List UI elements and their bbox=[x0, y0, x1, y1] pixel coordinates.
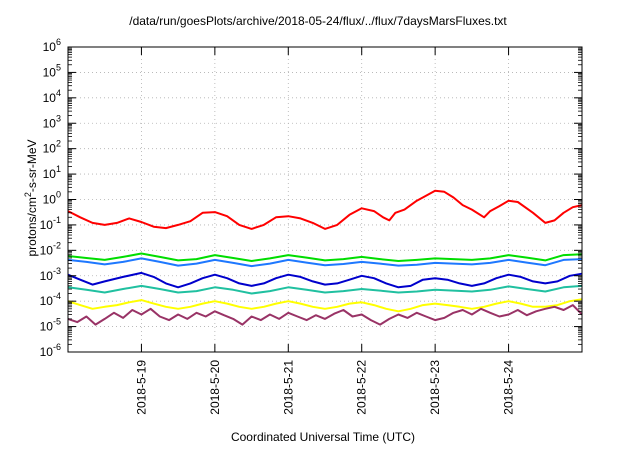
y-tick-label-exponent: 6 bbox=[56, 37, 61, 47]
plot-frame bbox=[67, 46, 583, 353]
y-tick-label-exponent: 3 bbox=[56, 113, 61, 123]
x-tick-label: 2018-5-21 bbox=[281, 360, 295, 415]
y-tick-label: 10-6 bbox=[40, 342, 61, 359]
y-tick-label-base: 10 bbox=[40, 345, 54, 359]
series-line-4 bbox=[67, 271, 583, 289]
series-line-5 bbox=[67, 284, 583, 295]
y-tick-label-base: 10 bbox=[43, 167, 57, 181]
series-line-6 bbox=[67, 298, 583, 313]
y-tick-label-base: 10 bbox=[40, 218, 54, 232]
y-tick-label: 103 bbox=[43, 113, 61, 130]
x-axis-title: Coordinated Universal Time (UTC) bbox=[231, 430, 415, 444]
y-tick-label: 102 bbox=[43, 139, 61, 156]
y-tick-label: 10-3 bbox=[40, 266, 61, 283]
y-tick-label-exponent: 0 bbox=[56, 190, 61, 200]
y-tick-label-exponent: -2 bbox=[53, 240, 61, 250]
series-line-3 bbox=[67, 257, 583, 268]
chart-title: /data/run/goesPlots/archive/2018-05-24/f… bbox=[129, 14, 507, 28]
y-tick-label: 101 bbox=[43, 164, 61, 181]
x-tick-label: 2018-5-22 bbox=[355, 360, 369, 415]
y-tick-label-base: 10 bbox=[40, 269, 54, 283]
y-tick-label-exponent: -3 bbox=[53, 266, 61, 276]
series-line-7 bbox=[67, 304, 583, 326]
series-line-1 bbox=[67, 189, 583, 230]
y-tick-label: 10-5 bbox=[40, 317, 61, 334]
y-tick-label-base: 10 bbox=[43, 142, 57, 156]
y-tick-label-base: 10 bbox=[43, 91, 57, 105]
y-tick-label-exponent: 2 bbox=[56, 139, 61, 149]
x-tick-label: 2018-5-20 bbox=[208, 360, 222, 415]
y-axis-title-superscript: 2 bbox=[23, 192, 33, 197]
y-axis-title-suffix: -s-sr-MeV bbox=[25, 139, 39, 192]
y-tick-label-base: 10 bbox=[43, 65, 57, 79]
grid-lines bbox=[68, 47, 582, 352]
series-line-2 bbox=[67, 252, 583, 262]
x-tick-label: 2018-5-19 bbox=[134, 360, 148, 415]
y-tick-label-base: 10 bbox=[43, 40, 57, 54]
y-tick-label-base: 10 bbox=[40, 320, 54, 334]
y-tick-label: 10-2 bbox=[40, 240, 61, 257]
y-tick-label: 100 bbox=[43, 190, 61, 207]
y-tick-label: 10-1 bbox=[40, 215, 61, 232]
y-tick-label-base: 10 bbox=[43, 116, 57, 130]
y-tick-label-exponent: -4 bbox=[53, 291, 61, 301]
y-tick-label-exponent: -5 bbox=[53, 317, 61, 327]
y-axis-title-prefix: protons/cm bbox=[25, 197, 39, 256]
y-tick-label-exponent: 4 bbox=[56, 88, 61, 98]
y-tick-label: 105 bbox=[43, 62, 61, 79]
y-tick-label-exponent: -6 bbox=[53, 342, 61, 352]
y-tick-label: 10-4 bbox=[40, 291, 61, 308]
data-series bbox=[67, 189, 583, 326]
y-tick-label-base: 10 bbox=[43, 193, 57, 207]
y-tick-label-base: 10 bbox=[40, 243, 54, 257]
y-tick-label: 106 bbox=[43, 37, 61, 54]
y-tick-label-exponent: 5 bbox=[56, 62, 61, 72]
x-tick-label: 2018-5-23 bbox=[428, 360, 442, 415]
y-tick-label-base: 10 bbox=[40, 294, 54, 308]
x-tick-label: 2018-5-24 bbox=[502, 360, 516, 415]
y-axis-title: protons/cm2-s-sr-MeV bbox=[23, 139, 39, 256]
y-tick-label-exponent: 1 bbox=[56, 164, 61, 174]
axes: 10-610-510-410-310-210-11001011021031041… bbox=[40, 37, 583, 415]
y-tick-label-exponent: -1 bbox=[53, 215, 61, 225]
y-tick-label: 104 bbox=[43, 88, 61, 105]
